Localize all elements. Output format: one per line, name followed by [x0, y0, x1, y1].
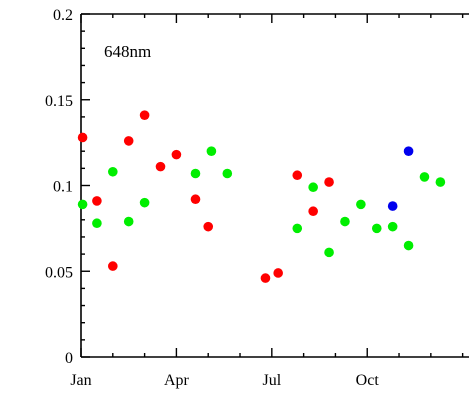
data-point [371, 223, 382, 234]
data-point [123, 216, 134, 227]
data-point [273, 268, 283, 278]
data-point [203, 221, 214, 232]
x-tick-label: Apr [164, 372, 190, 389]
data-points [77, 110, 446, 283]
data-point [324, 177, 334, 187]
y-tick-label: 0.15 [45, 93, 73, 110]
y-tick-label: 0.1 [53, 179, 73, 196]
data-point [340, 216, 350, 227]
data-point [171, 149, 182, 160]
data-point [387, 201, 398, 211]
data-point [139, 110, 150, 120]
data-point [92, 196, 102, 206]
data-point [123, 136, 134, 146]
data-point [308, 206, 318, 217]
y-tick-label: 0 [65, 350, 73, 367]
data-point [403, 240, 414, 251]
data-point [139, 197, 150, 208]
data-point [155, 161, 166, 172]
chart-annotation: 648nm [104, 42, 151, 61]
data-point [387, 221, 398, 232]
data-point [108, 166, 118, 177]
data-point [260, 273, 271, 283]
data-point [190, 194, 201, 205]
data-point [435, 177, 446, 187]
y-tick-label: 0.05 [45, 264, 73, 281]
data-point [108, 261, 118, 271]
data-point [292, 170, 303, 181]
data-point [92, 218, 102, 229]
data-point [77, 199, 88, 210]
data-point [324, 247, 334, 258]
data-point [403, 146, 414, 156]
data-point [308, 182, 318, 193]
x-tick-label: Oct [356, 372, 380, 389]
data-point [419, 172, 430, 182]
data-point [77, 132, 88, 143]
y-tick-label: 0.2 [53, 7, 73, 24]
x-tick-label: Jan [70, 372, 91, 389]
x-tick-label: Jul [262, 372, 281, 389]
data-point [292, 223, 303, 234]
data-point [356, 199, 366, 210]
data-point [206, 146, 217, 156]
axes: 0 0.05 0.1 0.15 0.2 Jan Apr Jul Oct [45, 7, 469, 389]
data-point [222, 168, 233, 179]
data-point [190, 168, 201, 179]
